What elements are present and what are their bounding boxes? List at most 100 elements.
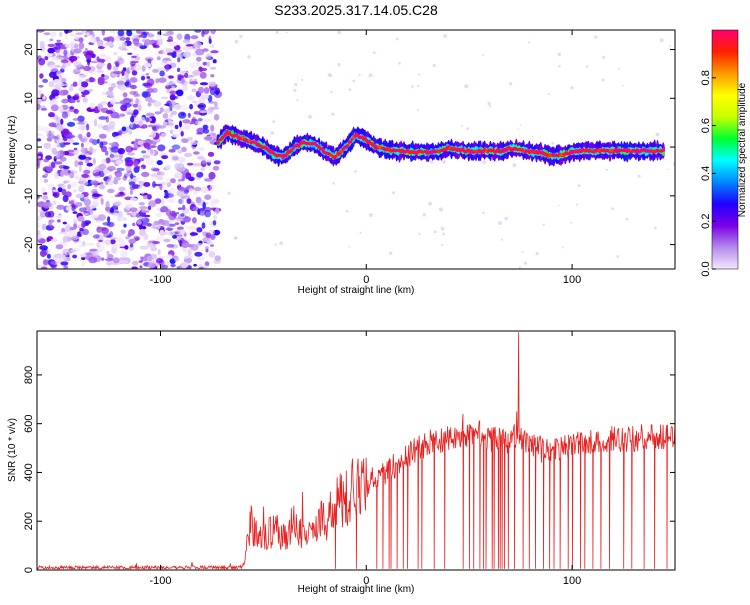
noise-blob	[134, 237, 140, 241]
noise-speck	[442, 160, 447, 164]
noise-blob	[88, 138, 95, 143]
noise-blob	[140, 145, 145, 150]
noise-blob	[165, 164, 171, 170]
colorbar-tick-label: 0.2	[700, 214, 712, 229]
snr-x-ticks: -100 0 100	[149, 331, 581, 587]
ridge-peak	[577, 149, 582, 153]
noise-blob	[187, 136, 194, 141]
noise-blob	[105, 56, 112, 62]
noise-blob	[48, 219, 55, 223]
noise-blob	[86, 243, 95, 246]
ridge-peak	[589, 149, 593, 153]
noise-blob	[159, 231, 168, 236]
noise-blob	[79, 253, 87, 258]
noise-blob	[118, 76, 127, 81]
noise-speck	[239, 34, 243, 39]
noise-blob	[48, 54, 53, 59]
noise-speck	[575, 203, 579, 206]
noise-blob	[204, 261, 210, 267]
noise-blob	[155, 78, 160, 84]
noise-blob	[158, 220, 166, 225]
noise-blob	[46, 133, 55, 138]
noise-blob	[140, 210, 150, 213]
noise-blob	[166, 182, 171, 188]
noise-blob	[68, 197, 73, 202]
noise-speck	[293, 88, 297, 92]
noise-blob	[210, 199, 215, 207]
noise-blob	[176, 190, 184, 197]
noise-blob	[159, 183, 163, 190]
noise-blob	[39, 211, 47, 218]
noise-speck	[368, 213, 373, 217]
noise-blob	[177, 207, 183, 210]
noise-blob	[193, 151, 200, 155]
noise-blob	[157, 248, 161, 256]
noise-blob	[148, 39, 158, 45]
noise-blob	[60, 65, 66, 70]
noise-blob	[53, 79, 61, 84]
noise-speck	[585, 65, 589, 68]
noise-blob	[148, 124, 155, 128]
noise-speck	[359, 231, 362, 234]
noise-blob	[117, 30, 125, 37]
noise-blob	[54, 64, 62, 68]
noise-blob	[126, 112, 134, 115]
noise-blob	[116, 167, 125, 172]
noise-blob	[169, 187, 176, 194]
noise-blob	[37, 221, 42, 229]
noise-blob	[214, 101, 218, 108]
noise-blob	[138, 157, 145, 162]
y-tick-label: 0	[23, 144, 35, 150]
noise-blob	[172, 156, 179, 161]
noise-blob	[113, 179, 118, 185]
noise-speck	[521, 250, 524, 253]
noise-blob	[60, 261, 69, 266]
noise-blob	[39, 73, 44, 79]
noise-blob	[108, 195, 115, 199]
noise-blob	[152, 87, 158, 93]
noise-speck	[358, 73, 361, 76]
noise-speck	[432, 63, 436, 68]
noise-blob	[200, 186, 209, 194]
noise-blob	[125, 236, 130, 240]
noise-blob	[99, 184, 105, 190]
noise-blob	[114, 194, 121, 198]
noise-blob	[116, 80, 125, 85]
noise-blob	[132, 222, 136, 227]
noise-speck	[605, 168, 609, 172]
noise-blob	[78, 75, 82, 82]
noise-blob	[40, 126, 50, 132]
ridge-peak	[370, 142, 374, 146]
noise-blob	[113, 154, 119, 158]
noise-blob	[167, 75, 174, 79]
noise-speck	[625, 217, 629, 221]
colorbar-tick-label: 0.4	[700, 166, 712, 181]
ridge-cell	[216, 140, 220, 145]
noise-blob	[74, 175, 80, 179]
noise-blob	[153, 101, 162, 107]
noise-blob	[110, 125, 115, 131]
noise-blob	[136, 206, 141, 213]
noise-blob	[68, 86, 74, 92]
x-tick-label: 100	[563, 575, 581, 587]
noise-blob	[55, 215, 62, 219]
noise-blob	[84, 34, 88, 38]
noise-blob	[194, 103, 199, 106]
noise-blob	[92, 157, 96, 165]
noise-blob	[121, 100, 130, 104]
noise-blob	[202, 48, 209, 52]
noise-blob	[126, 30, 133, 37]
noise-blob	[161, 96, 169, 100]
noise-blob	[124, 81, 132, 88]
noise-blob	[146, 76, 151, 79]
noise-blob	[62, 221, 67, 225]
noise-blob	[183, 51, 192, 58]
ridge-peak	[386, 148, 392, 152]
noise-blob	[101, 257, 105, 261]
noise-blob	[150, 242, 154, 250]
noise-blob	[43, 158, 49, 163]
noise-blob	[122, 176, 128, 181]
noise-blob	[39, 40, 45, 49]
noise-blob	[61, 227, 66, 233]
